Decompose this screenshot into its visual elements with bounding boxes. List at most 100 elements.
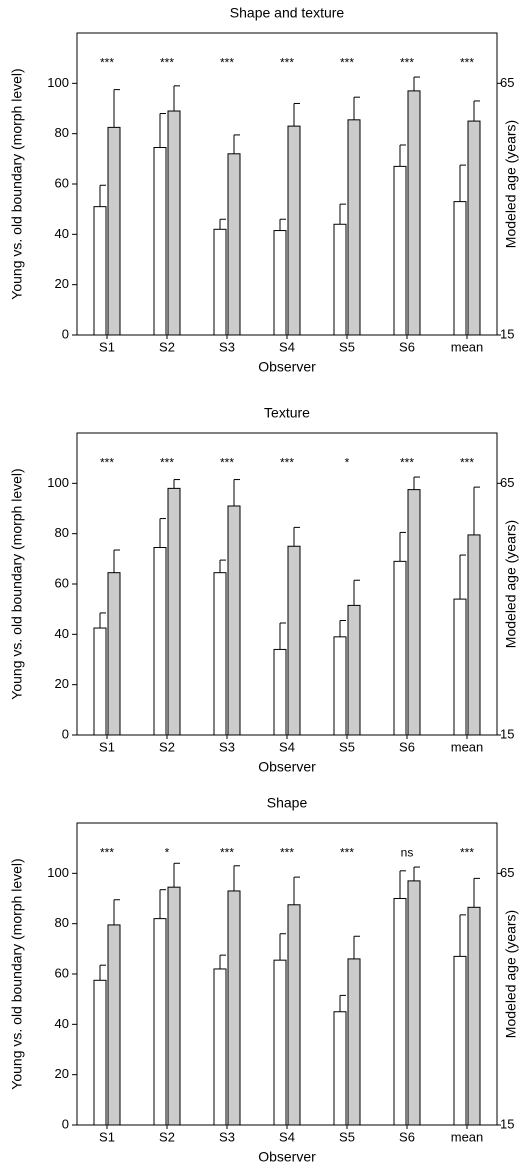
bar	[287, 545, 301, 736]
significance: *	[165, 845, 170, 859]
bar	[467, 534, 481, 736]
y2-tick-label: 65	[500, 75, 514, 90]
x-tick-label: S3	[219, 1129, 235, 1144]
x-tick-label: S1	[99, 339, 115, 354]
x-tick-label: mean	[451, 1129, 484, 1144]
y-tick-label: 60	[55, 175, 69, 190]
x-tick-label: S6	[399, 339, 415, 354]
significance: ***	[340, 55, 354, 69]
bar	[393, 898, 407, 1126]
x-axis-label: Observer	[258, 359, 316, 375]
bar	[227, 890, 241, 1126]
bar	[453, 201, 467, 336]
bar	[347, 604, 361, 736]
bar	[333, 636, 347, 736]
x-tick-label: S1	[99, 739, 115, 754]
y-tick-label: 80	[55, 525, 69, 540]
bar	[393, 165, 407, 336]
significance: ***	[340, 845, 354, 859]
x-tick-label: S2	[159, 739, 175, 754]
y2-tick-label: 15	[500, 326, 514, 341]
bar	[153, 547, 167, 736]
bar	[347, 958, 361, 1126]
x-axis-label: Observer	[258, 1149, 316, 1165]
bar	[467, 120, 481, 336]
bar	[107, 924, 121, 1126]
y-tick-label: 20	[55, 1066, 69, 1081]
bar	[287, 904, 301, 1126]
bar	[453, 955, 467, 1126]
x-tick-label: S5	[339, 1129, 355, 1144]
x-tick-label: S4	[279, 1129, 295, 1144]
bar	[213, 228, 227, 336]
bar	[213, 572, 227, 736]
x-tick-label: S5	[339, 739, 355, 754]
x-tick-label: S6	[399, 1129, 415, 1144]
plot-frame	[76, 822, 498, 1126]
significance: *	[345, 455, 350, 469]
bar	[407, 489, 421, 736]
bar	[227, 505, 241, 736]
bar	[393, 560, 407, 736]
y2-tick-label: 15	[500, 726, 514, 741]
significance: ***	[220, 55, 234, 69]
x-tick-label: S2	[159, 339, 175, 354]
significance: ***	[100, 55, 114, 69]
y2-tick-label: 65	[500, 475, 514, 490]
y-tick-label: 0	[62, 326, 69, 341]
y-axis-label: Young vs. old boundary (morph level)	[9, 68, 25, 299]
bar	[93, 979, 107, 1126]
y-axis-label: Young vs. old boundary (morph level)	[9, 858, 25, 1089]
x-axis-label: Observer	[258, 759, 316, 775]
bar	[93, 627, 107, 736]
significance: ***	[460, 455, 474, 469]
y-tick-label: 20	[55, 676, 69, 691]
significance: ***	[400, 55, 414, 69]
bar	[167, 886, 181, 1126]
x-tick-label: S6	[399, 739, 415, 754]
significance: ***	[460, 55, 474, 69]
significance: ***	[220, 455, 234, 469]
significance: ***	[400, 455, 414, 469]
bar	[273, 648, 287, 736]
significance: ***	[220, 845, 234, 859]
bar	[333, 223, 347, 336]
y-tick-label: 20	[55, 276, 69, 291]
y-tick-label: 60	[55, 575, 69, 590]
bar	[107, 126, 121, 336]
significance: ***	[100, 845, 114, 859]
y-axis-label: Young vs. old boundary (morph level)	[9, 468, 25, 699]
y-tick-label: 40	[55, 226, 69, 241]
y-tick-label: 40	[55, 626, 69, 641]
x-tick-label: S2	[159, 1129, 175, 1144]
y-tick-label: 100	[47, 75, 69, 90]
y-tick-label: 100	[47, 865, 69, 880]
y2-tick-label: 65	[500, 865, 514, 880]
bar	[93, 206, 107, 336]
plot-frame	[76, 32, 498, 336]
x-tick-label: mean	[451, 339, 484, 354]
x-tick-label: S3	[219, 339, 235, 354]
y-tick-label: 100	[47, 475, 69, 490]
y-tick-label: 80	[55, 915, 69, 930]
significance: ***	[280, 845, 294, 859]
bar	[153, 918, 167, 1126]
y-tick-label: 40	[55, 1016, 69, 1031]
bar	[407, 880, 421, 1126]
bar	[167, 487, 181, 736]
bar	[467, 906, 481, 1126]
bar	[273, 230, 287, 336]
chart-title: Shape	[267, 795, 308, 811]
bar	[213, 968, 227, 1126]
y-tick-label: 0	[62, 1116, 69, 1131]
significance: ***	[160, 55, 174, 69]
chart-title: Shape and texture	[230, 5, 345, 21]
y2-axis-label: Modeled age (years)	[503, 520, 519, 648]
y2-axis-label: Modeled age (years)	[503, 910, 519, 1038]
y-tick-label: 0	[62, 726, 69, 741]
bar	[347, 119, 361, 336]
x-tick-label: S4	[279, 339, 295, 354]
significance: ***	[460, 845, 474, 859]
bar	[287, 125, 301, 336]
